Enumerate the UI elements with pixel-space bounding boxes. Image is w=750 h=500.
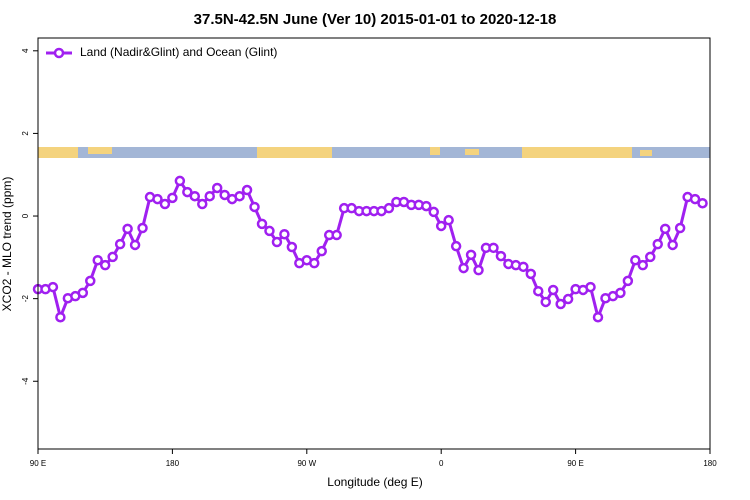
data-point xyxy=(99,259,111,271)
data-point xyxy=(622,275,634,287)
data-point xyxy=(645,251,656,263)
data-point xyxy=(85,275,96,287)
data-point xyxy=(473,264,484,276)
data-point xyxy=(615,287,626,299)
legend-label: Land (Nadir&Glint) and Ocean (Glint) xyxy=(80,45,277,59)
data-point xyxy=(286,241,298,253)
data-point xyxy=(659,223,671,235)
data-point xyxy=(309,257,320,269)
data-point xyxy=(443,214,454,226)
data-point xyxy=(137,222,148,234)
data-point xyxy=(421,200,432,212)
data-point xyxy=(271,236,283,248)
data-point xyxy=(331,229,342,241)
data-point xyxy=(279,228,290,240)
data-point xyxy=(667,239,678,251)
data-point xyxy=(219,189,230,201)
data-point xyxy=(383,202,395,214)
data-point xyxy=(585,281,596,293)
x-axis-label: Longitude (deg E) xyxy=(327,475,422,489)
data-point xyxy=(458,262,469,274)
y-tick-label: 0 xyxy=(21,213,30,218)
data-point xyxy=(562,293,574,305)
y-tick-label: -2 xyxy=(21,295,30,303)
data-point xyxy=(77,287,89,299)
data-point xyxy=(689,193,701,205)
data-point xyxy=(159,198,171,210)
y-axis-label: XCO2 - MLO trend (ppm) xyxy=(0,177,14,312)
data-point xyxy=(249,201,260,213)
data-point xyxy=(204,190,215,202)
data-point xyxy=(129,239,141,251)
data-point xyxy=(674,222,686,234)
y-tick-label: 2 xyxy=(21,131,30,136)
x-tick-label: 0 xyxy=(439,459,444,468)
data-point xyxy=(197,198,208,210)
data-point xyxy=(518,261,529,273)
data-point xyxy=(152,193,163,205)
data-point xyxy=(555,298,566,310)
data-point xyxy=(47,281,59,293)
data-point xyxy=(435,220,447,232)
data-point xyxy=(167,192,178,204)
data-point xyxy=(637,259,649,271)
data-point xyxy=(450,240,462,252)
data-point xyxy=(92,254,103,266)
data-point xyxy=(697,197,708,209)
data-point xyxy=(114,238,126,250)
data-point xyxy=(547,284,559,296)
data-point xyxy=(533,285,544,297)
chart-title: 37.5N-42.5N June (Ver 10) 2015-01-01 to … xyxy=(194,11,557,28)
legend-marker xyxy=(53,47,65,59)
data-point xyxy=(630,254,641,266)
data-point xyxy=(256,218,268,230)
x-tick-label: 90 E xyxy=(30,459,46,468)
x-tick-label: 180 xyxy=(703,459,717,468)
data-point xyxy=(488,242,499,254)
data-point xyxy=(540,296,551,308)
data-point xyxy=(428,206,439,218)
data-point xyxy=(107,251,118,263)
y-tick-label: 4 xyxy=(21,48,30,53)
land-ocean-map xyxy=(38,147,710,158)
x-tick-label: 90 E xyxy=(567,459,583,468)
data-point xyxy=(189,190,201,202)
data-point xyxy=(241,184,253,196)
data-point xyxy=(234,190,245,202)
x-tick-label: 90 W xyxy=(297,459,316,468)
data-point xyxy=(182,186,193,198)
y-tick-label: -4 xyxy=(21,377,30,385)
data-point xyxy=(592,311,604,323)
data-point xyxy=(495,250,507,262)
data-point xyxy=(525,268,537,280)
data-point xyxy=(211,182,223,194)
data-point xyxy=(316,245,327,257)
data-point xyxy=(465,249,477,261)
x-tick-label: 180 xyxy=(166,459,180,468)
data-point xyxy=(122,223,133,235)
plot-frame xyxy=(37,37,711,450)
data-point xyxy=(652,238,663,250)
data-point xyxy=(174,175,186,187)
data-point xyxy=(264,225,275,237)
data-point xyxy=(55,311,66,323)
